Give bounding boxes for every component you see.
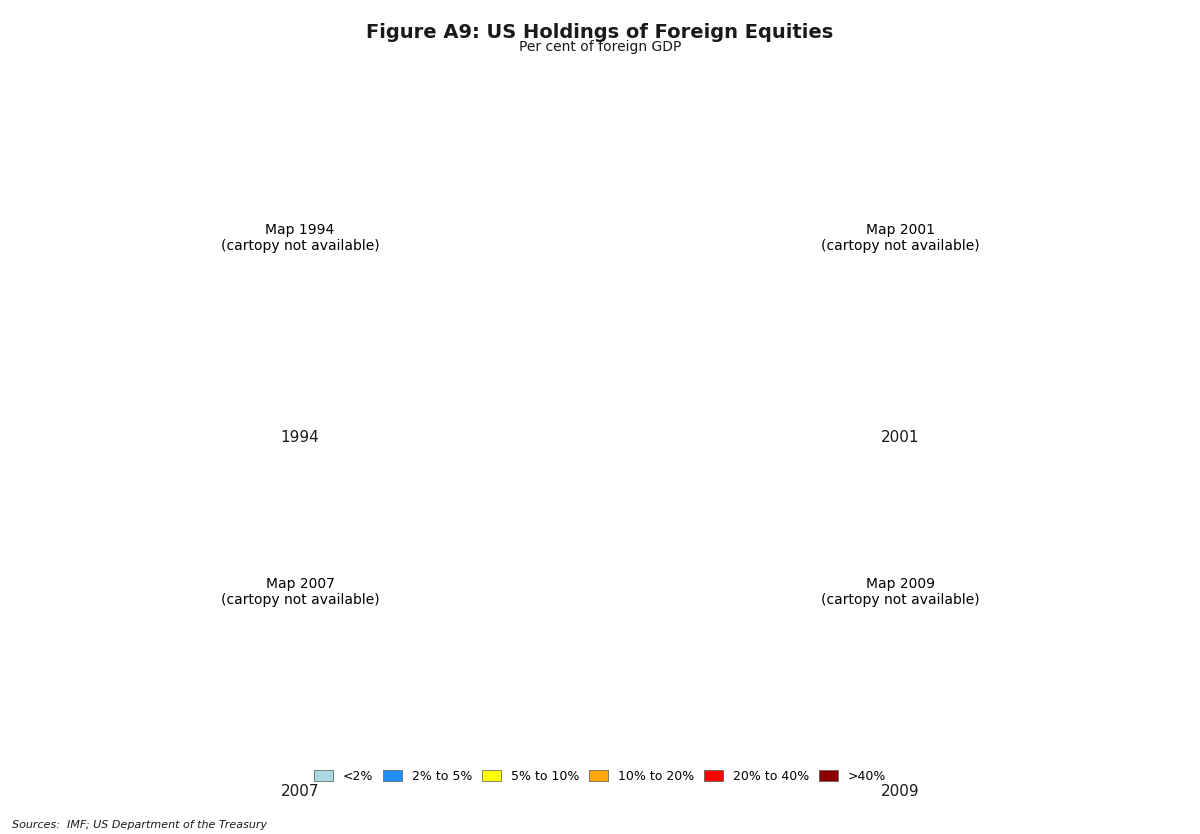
Legend: <2%, 2% to 5%, 5% to 10%, 10% to 20%, 20% to 40%, >40%: <2%, 2% to 5%, 5% to 10%, 10% to 20%, 20… xyxy=(308,765,892,788)
Text: 2009: 2009 xyxy=(881,784,919,799)
Text: Figure A9: US Holdings of Foreign Equities: Figure A9: US Holdings of Foreign Equiti… xyxy=(366,23,834,43)
Text: Sources:  IMF; US Department of the Treasury: Sources: IMF; US Department of the Treas… xyxy=(12,820,268,830)
Text: 2007: 2007 xyxy=(281,784,319,799)
Text: Per cent of foreign GDP: Per cent of foreign GDP xyxy=(518,40,682,54)
Text: Map 1994
(cartopy not available): Map 1994 (cartopy not available) xyxy=(221,223,379,253)
Text: 2001: 2001 xyxy=(881,430,919,445)
Text: Map 2009
(cartopy not available): Map 2009 (cartopy not available) xyxy=(821,577,979,607)
Text: Map 2007
(cartopy not available): Map 2007 (cartopy not available) xyxy=(221,577,379,607)
Text: 1994: 1994 xyxy=(281,430,319,445)
Text: Map 2001
(cartopy not available): Map 2001 (cartopy not available) xyxy=(821,223,979,253)
